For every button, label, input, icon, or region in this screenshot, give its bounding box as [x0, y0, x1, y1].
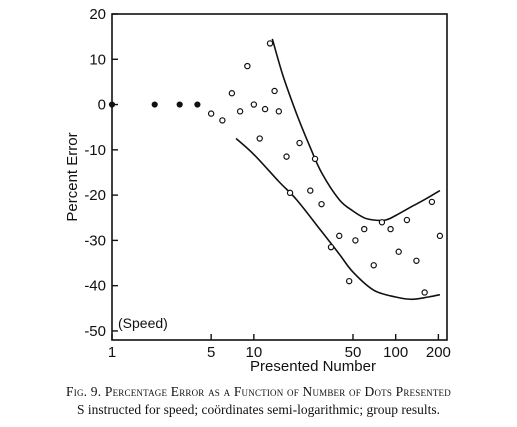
- x-tick-label: 1: [108, 344, 116, 361]
- data-point-open: [286, 189, 294, 197]
- data-point-open: [307, 187, 314, 194]
- y-tick-label: 20: [89, 6, 106, 23]
- y-tick-label: 0: [98, 97, 106, 114]
- data-point-open: [361, 225, 368, 233]
- y-axis-ticks: 20 10 0 -10 -20 -30 -40 -50: [84, 6, 118, 340]
- data-point-open: [413, 257, 420, 264]
- data-point-open: [336, 232, 343, 240]
- data-point-filled: [194, 101, 201, 108]
- envelope-curves: [235, 38, 441, 301]
- data-point-open: [428, 198, 436, 206]
- upper-bound-curve: [271, 38, 441, 222]
- data-point-open: [256, 135, 263, 142]
- data-point-open: [345, 277, 353, 285]
- data-point-open: [207, 110, 215, 117]
- figure-caption-subtitle: S instructed for speed; coördinates semi…: [77, 402, 440, 417]
- data-point-open: [436, 232, 444, 240]
- data-point-open: [275, 108, 283, 115]
- data-point-open: [403, 216, 411, 224]
- data-point-open: [261, 105, 269, 113]
- x-tick-label: 200: [426, 344, 451, 361]
- x-tick-label: 50: [345, 344, 362, 361]
- data-point-open: [283, 153, 290, 160]
- data-points: [108, 40, 444, 296]
- y-tick-label: -50: [84, 323, 106, 340]
- data-point-open: [395, 248, 402, 255]
- y-tick-label: -30: [84, 232, 106, 249]
- data-point-open: [327, 243, 335, 251]
- data-point-open: [370, 262, 377, 269]
- x-tick-label: 10: [246, 344, 263, 361]
- data-point-open: [266, 40, 274, 47]
- data-point-open: [352, 237, 359, 244]
- data-point-filled: [176, 101, 183, 108]
- y-tick-label: -10: [84, 142, 106, 159]
- lower-bound-curve: [235, 137, 441, 301]
- data-point-open: [271, 87, 278, 95]
- figure-caption-title: Fig. 9. Percentage Error as a Function o…: [66, 384, 451, 399]
- x-axis-ticks: 1 5 10 50 100 200: [108, 334, 451, 361]
- data-point-open: [311, 155, 319, 163]
- data-point-open: [250, 101, 258, 108]
- y-tick-label: -20: [84, 187, 106, 204]
- data-point-open: [236, 108, 244, 115]
- data-point-open: [378, 219, 386, 226]
- data-point-open: [228, 90, 236, 97]
- y-tick-label: 10: [89, 51, 106, 68]
- plot-frame: [111, 13, 448, 341]
- speed-annotation: (Speed): [118, 315, 168, 331]
- x-axis-label: Presented Number: [250, 358, 376, 375]
- y-tick-label: -40: [84, 278, 106, 295]
- data-point-open: [421, 289, 428, 296]
- x-tick-label: 5: [207, 344, 215, 361]
- data-point-open: [296, 139, 303, 147]
- data-point-filled: [151, 101, 158, 108]
- data-point-open: [244, 62, 251, 70]
- y-axis-label: Percent Error: [64, 132, 81, 221]
- data-point-open: [387, 225, 394, 233]
- x-tick-label: 100: [383, 344, 408, 361]
- data-point-open: [318, 200, 325, 208]
- data-point-open: [219, 117, 226, 124]
- data-point-filled: [108, 101, 116, 108]
